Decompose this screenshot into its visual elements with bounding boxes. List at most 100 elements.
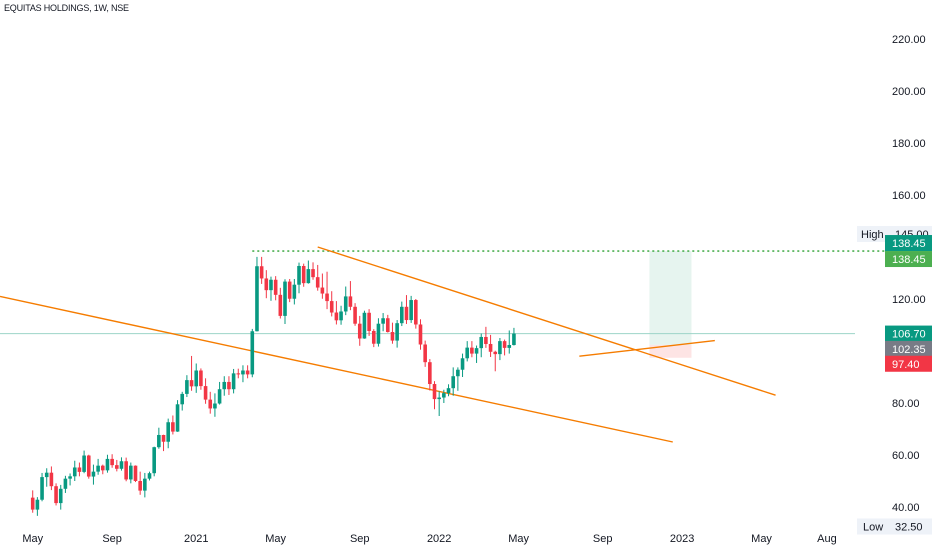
candle-body bbox=[409, 300, 413, 321]
candle-body bbox=[446, 388, 451, 394]
candle-body bbox=[400, 306, 404, 324]
candle-body bbox=[236, 373, 241, 375]
candle-body bbox=[241, 370, 245, 375]
candle-body bbox=[105, 458, 110, 471]
candle-body bbox=[343, 296, 348, 312]
candle-body bbox=[171, 422, 175, 432]
x-tick-label: 2021 bbox=[184, 533, 208, 545]
candle-body bbox=[278, 294, 283, 316]
candle-body bbox=[334, 312, 339, 321]
y-tick-label: 80.00 bbox=[892, 398, 920, 410]
candle-body bbox=[339, 311, 343, 321]
candle-body bbox=[451, 376, 455, 389]
candle-body bbox=[213, 403, 217, 409]
x-tick-label: May bbox=[508, 533, 529, 545]
y-tick-label: 220.00 bbox=[892, 34, 926, 46]
candle-body bbox=[96, 465, 100, 472]
candle-body bbox=[119, 461, 124, 469]
candle-body bbox=[371, 330, 376, 344]
candle-body bbox=[376, 323, 381, 344]
candle-body bbox=[185, 380, 189, 394]
candle-body bbox=[507, 345, 512, 348]
candle-body bbox=[250, 331, 255, 375]
low-label: Low bbox=[863, 522, 883, 534]
candle-body bbox=[315, 277, 320, 288]
low-value: 32.50 bbox=[895, 522, 923, 534]
candle-body bbox=[404, 306, 409, 321]
x-tick-label: May bbox=[22, 533, 43, 545]
trendline-rising-support bbox=[579, 339, 715, 357]
candle-body bbox=[292, 284, 297, 299]
candle-body bbox=[488, 343, 493, 352]
candle-body bbox=[502, 341, 507, 348]
price-label-value: 106.70 bbox=[892, 329, 926, 341]
price-label-tag bbox=[885, 340, 932, 357]
candle-body bbox=[474, 348, 479, 354]
candle-body bbox=[115, 465, 119, 469]
candle-body bbox=[329, 301, 334, 313]
candle-body bbox=[222, 381, 227, 390]
candle-body bbox=[189, 380, 194, 387]
target-zone bbox=[649, 251, 692, 345]
candle-body bbox=[479, 336, 484, 349]
candle-body bbox=[484, 336, 488, 344]
y-tick-label: 60.00 bbox=[892, 450, 920, 462]
candle-body bbox=[199, 370, 203, 387]
chart-title: EQUITAS HOLDINGS, 1W, NSE bbox=[4, 3, 129, 13]
candle-body bbox=[166, 422, 170, 442]
candle-body bbox=[465, 347, 470, 359]
candle-body bbox=[362, 312, 367, 339]
price-label-tag bbox=[885, 355, 932, 372]
candle-body bbox=[306, 269, 311, 284]
candle-body bbox=[194, 370, 199, 387]
price-label-value: 102.35 bbox=[892, 344, 926, 356]
x-tick-label: Sep bbox=[350, 533, 370, 545]
candle-body bbox=[418, 324, 423, 345]
trendline-upper-channel bbox=[317, 246, 776, 396]
y-tick-label: 180.00 bbox=[892, 138, 926, 150]
candle-body bbox=[161, 434, 166, 442]
y-tick-label: 200.00 bbox=[892, 86, 926, 98]
candle-body bbox=[86, 455, 91, 477]
candle-body bbox=[259, 266, 264, 279]
candle-body bbox=[133, 465, 138, 481]
candle-body bbox=[283, 281, 287, 316]
y-tick-label: 120.00 bbox=[892, 294, 926, 306]
price-label-value: 97.40 bbox=[892, 359, 920, 371]
x-tick-label: Sep bbox=[593, 533, 613, 545]
candle-body bbox=[498, 341, 502, 355]
low-marker bbox=[857, 518, 932, 535]
candle-body bbox=[493, 351, 498, 355]
candle-body bbox=[227, 381, 231, 390]
candle-body bbox=[357, 323, 362, 339]
candle-body bbox=[385, 318, 390, 333]
y-tick-label: 160.00 bbox=[892, 190, 926, 202]
trendline-lower-channel bbox=[0, 295, 673, 443]
candle-body bbox=[54, 486, 58, 504]
candle-body bbox=[245, 370, 250, 375]
stop-zone bbox=[649, 344, 692, 358]
candle-body bbox=[287, 281, 292, 299]
candle-body bbox=[390, 332, 395, 341]
x-tick-label: Sep bbox=[102, 533, 122, 545]
price-label-value: 138.45 bbox=[892, 254, 926, 266]
x-tick-label: May bbox=[751, 533, 772, 545]
candle-body bbox=[456, 369, 460, 377]
candle-body bbox=[44, 472, 49, 478]
candle-body bbox=[40, 477, 44, 500]
candle-body bbox=[428, 362, 432, 385]
candle-body bbox=[91, 471, 96, 477]
candle-body bbox=[460, 358, 465, 370]
candle-body bbox=[35, 499, 40, 510]
candle-body bbox=[147, 473, 152, 479]
candle-body bbox=[124, 461, 128, 480]
candle-body bbox=[255, 266, 259, 332]
x-tick-label: 2023 bbox=[670, 533, 694, 545]
y-tick-label: 40.00 bbox=[892, 502, 920, 514]
candle-body bbox=[77, 467, 82, 472]
x-tick-label: 2022 bbox=[427, 533, 451, 545]
candle-body bbox=[143, 478, 147, 491]
candle-body bbox=[138, 481, 142, 491]
candle-body bbox=[367, 312, 371, 331]
